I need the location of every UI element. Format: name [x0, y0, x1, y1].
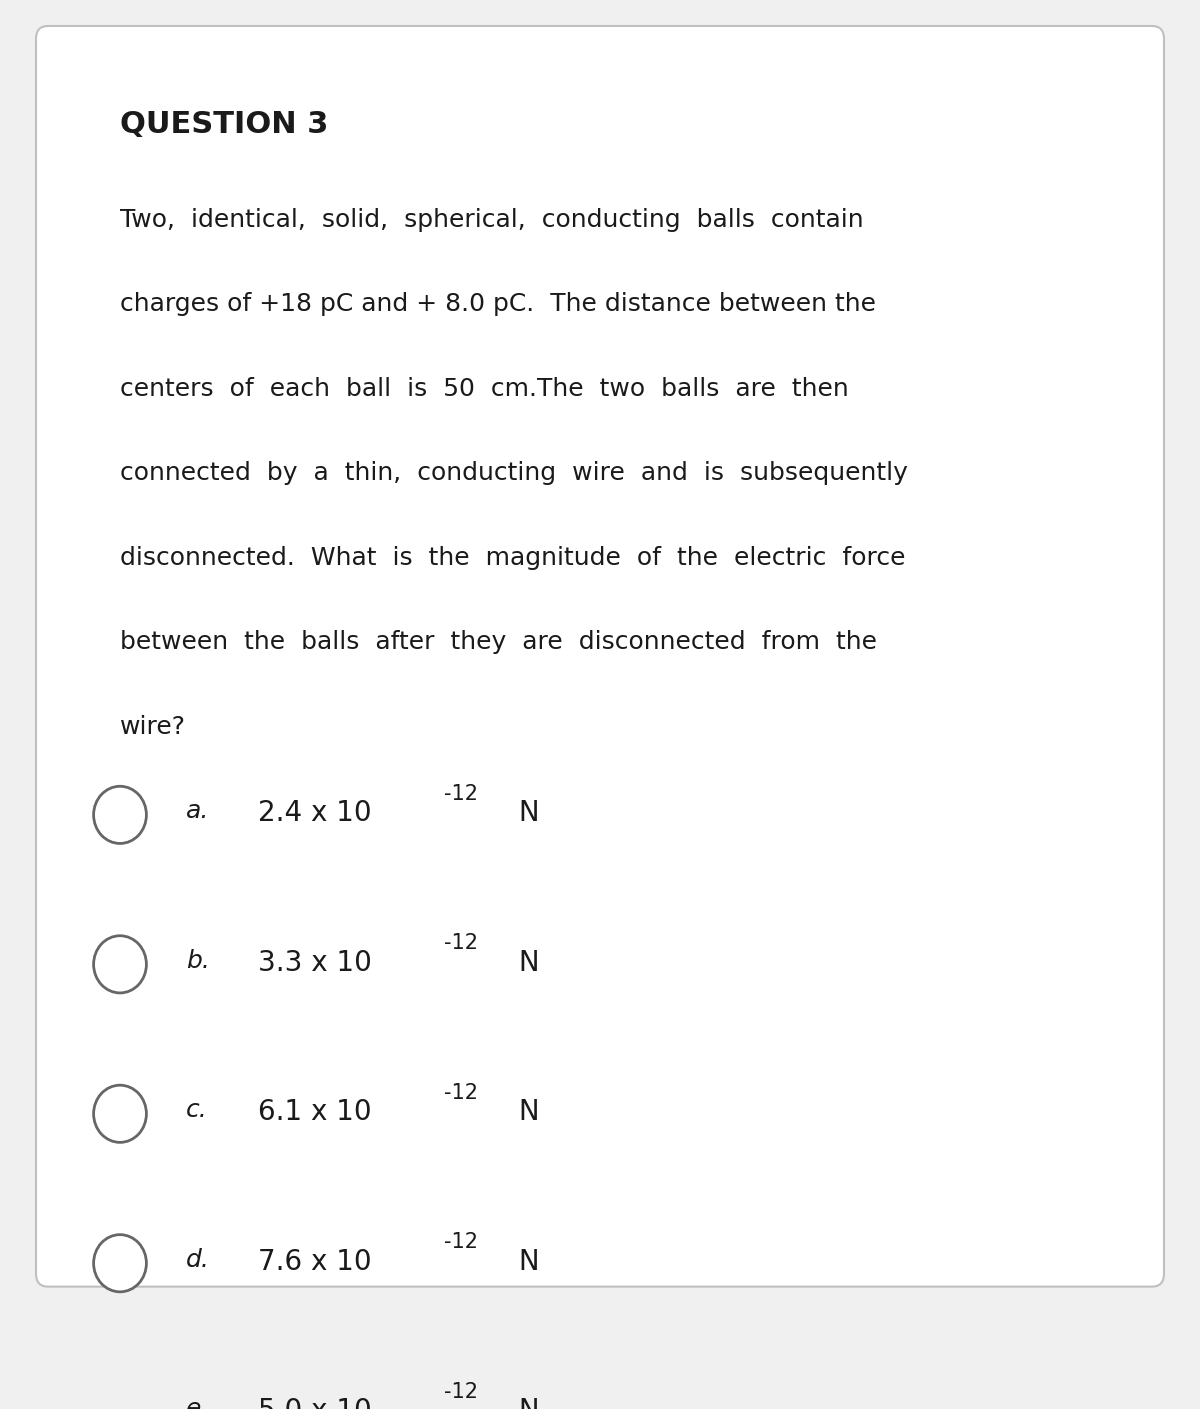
- Text: N: N: [510, 948, 540, 976]
- Text: connected  by  a  thin,  conducting  wire  and  is  subsequently: connected by a thin, conducting wire and…: [120, 461, 908, 485]
- Text: disconnected.  What  is  the  magnitude  of  the  electric  force: disconnected. What is the magnitude of t…: [120, 545, 906, 569]
- Text: 3.3 x 10: 3.3 x 10: [258, 948, 372, 976]
- Text: N: N: [510, 799, 540, 827]
- Text: N: N: [510, 1247, 540, 1275]
- Text: -12: -12: [444, 933, 478, 952]
- Circle shape: [94, 1384, 146, 1409]
- Circle shape: [94, 1085, 146, 1143]
- Text: b.: b.: [186, 948, 210, 972]
- Text: wire?: wire?: [120, 714, 186, 738]
- Text: d.: d.: [186, 1247, 210, 1272]
- Text: 5.0 x 10: 5.0 x 10: [258, 1398, 372, 1409]
- Text: -12: -12: [444, 1381, 478, 1402]
- Text: c.: c.: [186, 1098, 208, 1122]
- Text: -12: -12: [444, 1231, 478, 1253]
- Text: 2.4 x 10: 2.4 x 10: [258, 799, 372, 827]
- Text: between  the  balls  after  they  are  disconnected  from  the: between the balls after they are disconn…: [120, 630, 877, 654]
- Circle shape: [94, 936, 146, 993]
- Text: centers  of  each  ball  is  50  cm.The  two  balls  are  then: centers of each ball is 50 cm.The two ba…: [120, 376, 848, 402]
- Text: -12: -12: [444, 783, 478, 803]
- Text: Two,  identical,  solid,  spherical,  conducting  balls  contain: Two, identical, solid, spherical, conduc…: [120, 209, 864, 232]
- Text: a.: a.: [186, 799, 209, 823]
- Text: N: N: [510, 1098, 540, 1126]
- Circle shape: [94, 786, 146, 844]
- Text: 6.1 x 10: 6.1 x 10: [258, 1098, 372, 1126]
- Text: -12: -12: [444, 1082, 478, 1103]
- Text: 7.6 x 10: 7.6 x 10: [258, 1247, 372, 1275]
- Text: QUESTION 3: QUESTION 3: [120, 110, 329, 139]
- Text: charges of +18 pC and + 8.0 pC.  The distance between the: charges of +18 pC and + 8.0 pC. The dist…: [120, 293, 876, 317]
- Text: e.: e.: [186, 1398, 209, 1409]
- FancyBboxPatch shape: [36, 25, 1164, 1286]
- Circle shape: [94, 1234, 146, 1292]
- Text: N: N: [510, 1398, 540, 1409]
